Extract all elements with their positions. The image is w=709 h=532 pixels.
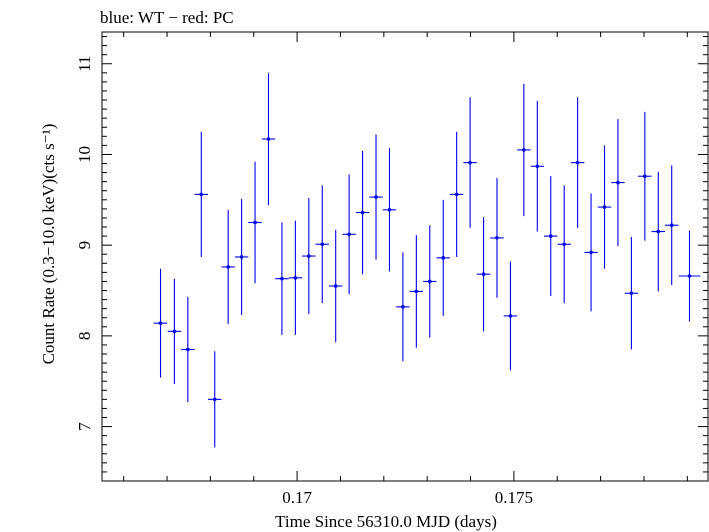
point-marker [158,321,163,325]
data-point [409,235,424,348]
point-marker [535,164,540,169]
data-point [449,131,464,257]
point-marker [280,276,284,281]
point-marker [575,160,580,165]
point-marker [347,232,351,237]
data-point [275,222,289,335]
point-marker [616,180,620,185]
point-marker [226,265,230,269]
plot-border [101,31,709,482]
point-marker [360,210,365,215]
point-marker [239,255,244,259]
data-point [181,296,195,403]
data-point [396,252,410,362]
point-marker [589,250,593,255]
data-point [503,261,518,371]
point-marker [656,229,661,234]
data-point [678,230,701,322]
point-marker [212,397,217,402]
point-marker [414,289,419,294]
point-marker [522,148,526,152]
y-axis-ticks: 7 8 9 10 11 [75,36,708,473]
y-tick-label: 11 [75,56,94,72]
chart-title: blue: WT − red: PC [100,8,234,27]
point-marker [266,137,271,141]
data-point [624,236,639,350]
data-point [463,97,477,228]
data-point [355,150,370,275]
point-marker [643,174,647,179]
data-point [221,209,235,325]
data-point [570,97,585,228]
data-point [342,174,356,295]
x-axis-label: Time Since 56310.0 MJD (days) [275,512,497,531]
point-marker [401,305,405,309]
point-marker [548,234,553,238]
data-point [517,83,531,217]
y-axis-label: Count Rate (0.3−10.0 keV)(cts s⁻¹) [39,124,58,365]
data-point [167,278,182,384]
y-tick-label: 7 [75,422,94,431]
plot-frame [101,31,709,482]
data-point [234,198,249,316]
x-axis-ticks: 0.17 0.175 [123,32,688,507]
point-marker [602,205,607,209]
point-marker [320,242,325,247]
point-marker [172,329,177,334]
y-tick-label: 10 [75,146,94,163]
y-tick-label: 8 [75,332,94,341]
x-tick-label: 0.17 [282,488,312,507]
data-point [584,193,598,312]
data-point [194,131,209,257]
y-tick-label: 9 [75,241,94,250]
data-point [261,72,276,206]
data-point [638,111,652,241]
data-point [436,199,450,316]
data-point [248,161,262,284]
data-points [153,72,701,448]
data-point [288,220,303,335]
data-point [611,119,625,247]
point-marker [669,223,674,228]
point-marker [481,272,486,276]
point-marker [687,274,692,278]
point-marker [307,254,311,258]
point-marker [562,242,566,247]
point-marker [293,276,298,280]
point-marker [495,236,499,240]
data-point [423,225,437,338]
point-marker [468,160,472,165]
point-marker [374,195,378,199]
point-marker [441,256,446,260]
data-point [208,351,222,448]
data-point [544,176,558,296]
data-point [530,100,545,232]
data-point [557,185,571,304]
data-point [328,229,343,343]
point-marker [454,192,459,197]
data-point [382,148,397,272]
data-point [597,145,612,269]
data-point [651,171,665,292]
data-point [476,217,491,332]
point-marker [199,192,204,197]
x-tick-label: 0.175 [495,488,533,507]
point-marker [629,291,634,296]
point-marker [186,347,190,352]
point-marker [253,220,257,225]
point-marker [387,207,392,212]
point-marker [508,314,513,318]
data-point [490,178,504,298]
point-marker [427,279,432,284]
data-point [315,185,329,304]
data-point [369,134,383,260]
data-point [302,197,316,315]
data-point [664,165,679,286]
data-point [153,268,168,378]
point-marker [333,284,338,288]
